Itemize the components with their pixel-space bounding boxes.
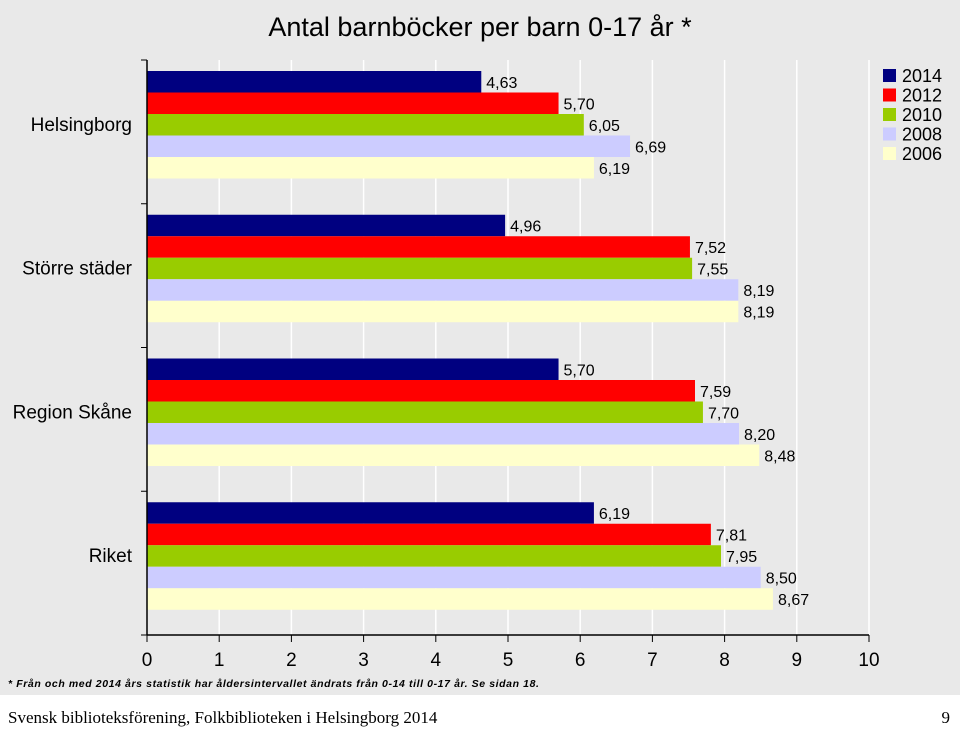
bar: [147, 545, 721, 567]
bar-value-label: 4,96: [510, 219, 541, 236]
bar: [147, 135, 631, 157]
legend-swatch: [883, 147, 896, 160]
bar: [147, 114, 584, 136]
bar-value-label: 8,20: [744, 427, 775, 444]
x-tick-label: 0: [142, 650, 153, 671]
bar-value-label: 7,70: [708, 405, 739, 422]
x-tick-label: 3: [358, 650, 369, 671]
legend-label: 2008: [902, 125, 942, 145]
x-tick-label: 5: [503, 650, 514, 671]
bar: [147, 214, 506, 237]
bar: [147, 92, 559, 114]
category-label: Större städer: [22, 259, 132, 280]
bar-value-label: 5,70: [564, 96, 595, 113]
bar-value-label: 7,59: [700, 384, 731, 401]
bar-value-label: 8,67: [778, 592, 809, 609]
chart-panel: 4,63 5,70 6,05 6,69 6,19 Helsingborg 4,96 7,52 7…: [0, 0, 960, 695]
bar: [147, 502, 594, 524]
bar: [147, 423, 740, 445]
category-label: Region Skåne: [13, 402, 132, 423]
bar: [147, 523, 711, 546]
bar-value-label: 6,19: [599, 161, 630, 178]
x-tick-label: 9: [792, 650, 803, 671]
bar: [147, 401, 703, 423]
legend-swatch: [883, 88, 896, 102]
bar-value-label: 8,19: [743, 305, 774, 322]
bar-value-label: 8,19: [743, 283, 774, 300]
bar-value-label: 8,50: [766, 571, 797, 588]
bar-value-label: 5,70: [564, 362, 595, 379]
bar: [147, 300, 739, 323]
bar: [147, 566, 761, 589]
legend-swatch: [883, 69, 896, 82]
bar: [147, 157, 594, 179]
bar-value-label: 7,81: [716, 528, 747, 545]
bar-value-label: 7,52: [695, 240, 726, 257]
bar: [147, 358, 559, 380]
x-tick-label: 7: [647, 650, 658, 671]
chart-title: Antal barnböcker per barn 0-17 år *: [268, 12, 692, 42]
bar-value-label: 6,19: [599, 506, 630, 523]
bar: [147, 236, 690, 258]
x-tick-label: 1: [214, 650, 225, 671]
bar-value-label: 8,48: [764, 448, 795, 465]
bar: [147, 257, 693, 280]
legend-label: 2012: [902, 86, 942, 106]
page-number: 9: [941, 708, 951, 727]
legend-swatch: [883, 127, 896, 141]
bar-value-label: 4,63: [486, 75, 517, 92]
x-tick-label: 8: [719, 650, 730, 671]
legend-label: 2010: [902, 105, 942, 125]
legend-label: 2006: [902, 144, 942, 164]
x-tick-label: 6: [575, 650, 586, 671]
bar-value-label: 6,05: [589, 118, 620, 135]
bar: [147, 444, 760, 466]
bar-chart: 4,63 5,70 6,05 6,69 6,19 Helsingborg 4,96 7,52 7…: [13, 59, 942, 671]
bar: [147, 588, 773, 610]
chart-footnote: * Från och med 2014 års statistik har ål…: [8, 678, 540, 690]
bar-value-label: 7,55: [697, 262, 728, 279]
legend-swatch: [883, 108, 896, 121]
bar: [147, 71, 482, 93]
x-tick-label: 10: [858, 650, 879, 671]
bar-value-label: 6,69: [635, 139, 666, 156]
x-tick-label: 4: [431, 650, 442, 671]
category-label: Helsingborg: [31, 115, 132, 136]
bar-value-label: 7,95: [726, 549, 757, 566]
page-footer: Svensk biblioteksförening, Folkbibliotek…: [8, 708, 438, 727]
bar: [147, 279, 739, 301]
bar: [147, 380, 695, 402]
category-label: Riket: [89, 546, 133, 567]
x-tick-label: 2: [286, 650, 297, 671]
legend-label: 2014: [902, 66, 942, 86]
